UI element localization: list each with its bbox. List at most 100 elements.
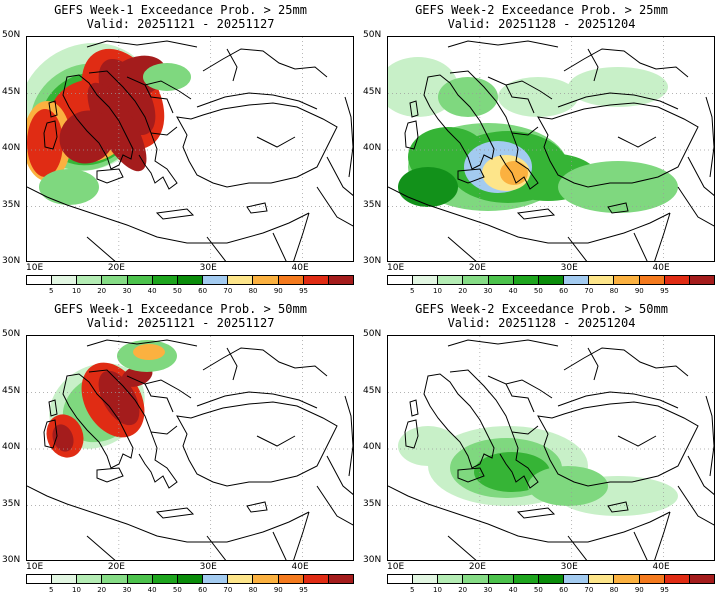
colorbar-label: 60 [198,287,208,295]
probability-area [39,169,99,205]
colorbar-label: 70 [584,287,594,295]
colorbar-label: 5 [409,586,415,594]
probability-area [133,344,165,360]
probability-map [387,335,715,561]
colorbar-cell [102,276,128,284]
colorbar-cell [152,276,178,284]
colorbar-cell [513,575,539,583]
coastline [96,467,124,483]
coastline [272,232,287,261]
coastline [447,339,559,347]
coastline [176,401,338,487]
coastline [48,399,58,417]
colorbar-cell [27,575,53,583]
coastline [687,156,714,196]
colorbar-label: 60 [559,287,569,295]
longitude-label: 10E [387,263,405,273]
colorbar-label: 95 [660,586,669,594]
probability-area [59,110,115,164]
coastline [457,168,485,184]
coastline [43,120,58,150]
colorbar-label: 20 [97,287,107,295]
longitude-label: 40E [652,263,670,273]
colorbar-cell [463,276,489,284]
colorbar-label: 10 [71,287,81,295]
colorbar-label: 5 [48,287,54,295]
coastline [206,535,227,560]
colorbar-label: 30 [483,287,493,295]
colorbar-cell [328,276,354,284]
colorbar-cell [614,276,640,284]
colorbar-cell [77,575,103,583]
panel-valid-dates: Valid: 20251128 - 20251204 [447,17,636,31]
latitude-label: 50N [2,329,21,339]
coastline [256,435,296,447]
coastline [126,76,192,100]
colorbar-cell [589,575,615,583]
colorbar-label: 80 [609,287,619,295]
coastline [557,92,679,110]
colorbar-cell [564,575,590,583]
panel-valid-dates: Valid: 20251128 - 20251204 [447,316,636,330]
latitude-label: 50N [363,30,382,40]
colorbar-cell [513,276,539,284]
latitude-label: 40N [363,143,382,153]
coastline [447,40,559,48]
colorbar-label: 70 [584,586,594,594]
colorbar-cell [488,276,514,284]
colorbar-cell [664,276,690,284]
colorbar-cell [228,575,254,583]
coastline [607,501,629,513]
longitude-label: 10E [26,263,44,273]
latitude-label: 30N [363,555,382,565]
colorbar-cell [664,575,690,583]
coastline [344,395,353,477]
colorbar-label: 50 [533,287,543,295]
panel-title: GEFS Week-2 Exceedance Prob. > 25mm [415,3,668,17]
colorbar-cell [228,276,254,284]
longitude-label: 20E [468,562,486,572]
coastline [88,70,178,190]
latitude-label: 50N [2,30,21,40]
probability-area [98,370,140,426]
colorbar [26,574,354,584]
probability-area [528,466,608,506]
colorbar-cell [52,276,78,284]
colorbar-cell [177,276,204,284]
colorbar-label: 95 [299,586,308,594]
colorbar-cell [413,276,439,284]
coastline [316,186,353,227]
colorbar-cell [538,276,565,284]
longitude-label: 40E [291,562,309,572]
colorbar-cell [27,276,53,284]
coastline [705,96,714,178]
coastline [449,70,539,190]
probability-area [87,82,147,172]
colorbar-cell [388,575,414,583]
coastline [86,535,116,560]
coastline [316,485,353,526]
coastline [144,383,174,413]
map-panel-week1-25mm: GEFS Week-1 Exceedance Prob. > 25mm Vali… [0,0,361,299]
probability-area [438,77,498,117]
coastline [150,126,178,136]
map-panel-week1-50mm: GEFS Week-1 Exceedance Prob. > 50mm Vali… [0,299,361,598]
coastline [86,236,116,261]
colorbar-cell [438,575,464,583]
map-canvas [388,37,714,261]
colorbar-label: 90 [273,287,283,295]
coastline [449,369,539,489]
colorbar-cell [203,276,229,284]
colorbar [387,574,715,584]
coastline [43,419,58,449]
coastline [633,531,648,560]
colorbar-cell [614,575,640,583]
coastline [126,375,192,399]
colorbar-cell [278,276,304,284]
colorbar-label: 40 [508,586,518,594]
coastline [226,347,238,381]
colorbar-label: 20 [458,586,468,594]
colorbar-label: 40 [508,287,518,295]
colorbar-label: 95 [299,287,308,295]
latitude-label: 40N [363,442,382,452]
